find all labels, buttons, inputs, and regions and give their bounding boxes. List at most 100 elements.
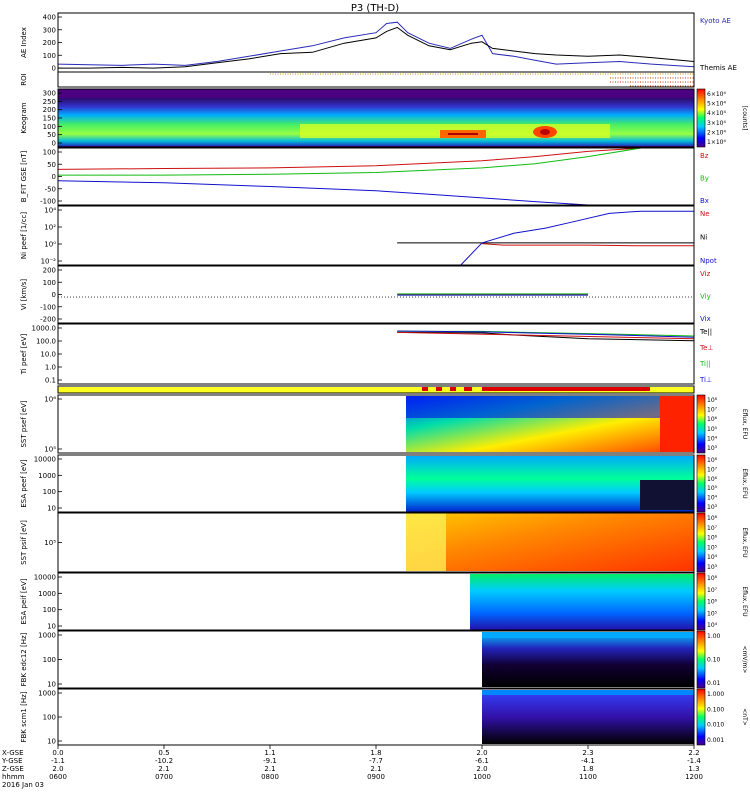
panel-frame-vi xyxy=(57,265,695,324)
ytick-label: 50 xyxy=(47,161,56,169)
colorbar-tick: 10⁴ xyxy=(707,554,718,561)
xtick-label: -1.1 xyxy=(51,757,65,765)
ytick-label: 10² xyxy=(44,224,56,232)
esa-ion-spectrogram xyxy=(470,574,694,630)
xtick-label: 2.1 xyxy=(158,765,169,773)
colorbar-tick: 10⁵ xyxy=(707,544,718,551)
xtick-label: 0600 xyxy=(49,773,67,781)
xtick-label: -9.1 xyxy=(263,757,277,765)
xtick-label: 0700 xyxy=(155,773,173,781)
colorbar-tick: 10³ xyxy=(707,564,718,571)
ylabel-bfit: B_FIT GSE [nT] xyxy=(20,150,28,202)
xtick-label: -6.1 xyxy=(475,757,489,765)
xtick-label: 2.3 xyxy=(582,749,593,757)
colorbar-tick: 10⁷ xyxy=(707,587,718,594)
ylabel-sst_i: SST psif [eV] xyxy=(20,520,28,565)
ylabel-vi: Vi [km/s] xyxy=(20,279,28,310)
colorbar-tick: 0.10 xyxy=(707,657,721,664)
colorbar-tick: 10³ xyxy=(707,445,718,452)
ytick-label: 0 xyxy=(52,291,56,299)
colorbar-tick: 5×10⁴ xyxy=(707,101,726,108)
colorbar-tick: 0.100 xyxy=(707,706,724,713)
series-line-Kyoto AE xyxy=(57,21,695,68)
ytick-label: 10⁵ xyxy=(44,446,56,454)
series-line-Ne xyxy=(481,243,694,247)
ytick-label: -50 xyxy=(45,185,56,193)
ytick-label: 1000.0 xyxy=(32,325,57,333)
axis-row-label: Y-GSE xyxy=(1,757,23,765)
xtick-label: 2.0 xyxy=(52,765,63,773)
ytick-label: 10000 xyxy=(34,456,56,464)
xtick-label: -4.1 xyxy=(581,757,595,765)
ylabel-ni: Ni peef [1/cc] xyxy=(20,212,28,259)
ylabel-fbk_b: FBK scm1 [Hz] xyxy=(20,691,28,742)
xtick-label: 2.0 xyxy=(476,749,487,757)
ytick-label: 150 xyxy=(43,115,56,123)
ytick-label: 1000 xyxy=(38,472,56,480)
ytick-label: 10000 xyxy=(34,574,56,582)
axis-row-label: X-GSE xyxy=(2,749,24,757)
xtick-label: 1200 xyxy=(685,773,703,781)
colorbar-label: Eflux, EFU xyxy=(741,586,748,616)
fbk-b-spectrogram xyxy=(482,690,694,744)
ytick-label: 200 xyxy=(43,106,56,114)
date-label: 2016 Jan 03 xyxy=(2,781,44,789)
ni-lines xyxy=(397,210,694,266)
legend-entry: Te|| xyxy=(699,328,712,336)
colorbar-tick: 10⁴ xyxy=(707,495,718,502)
ytick-label: 10 xyxy=(47,738,56,746)
legend-entry: Ni xyxy=(700,234,707,242)
ytick-label: 10⁴ xyxy=(44,207,56,215)
legend-entry: Ti⊥ xyxy=(699,376,712,384)
ylabel-ae: AE Index xyxy=(20,27,28,58)
vi-lines xyxy=(397,293,588,296)
colorbar-fbk_e xyxy=(696,630,706,689)
colorbar-tick: 10⁸ xyxy=(707,575,718,582)
xtick-label: 0.5 xyxy=(158,749,169,757)
ytick-label: 10 xyxy=(47,623,56,631)
colorbar-tick: 1×10⁴ xyxy=(707,139,726,146)
ytick-label: 0 xyxy=(52,173,56,181)
panel-frame-bar xyxy=(57,385,695,394)
colorbar-tick: 0.01 xyxy=(707,680,721,687)
series-line-Te⊥ xyxy=(397,331,695,340)
ytick-label: 100 xyxy=(43,279,56,287)
colorbar-tick: 10⁷ xyxy=(707,466,718,473)
xtick-label: 1.3 xyxy=(688,765,699,773)
colorbar-tick: 10⁶ xyxy=(707,416,718,423)
ytick-label: 200 xyxy=(43,39,56,47)
ytick-label: 0 xyxy=(52,65,56,73)
colorbar-label: <mV/m> xyxy=(741,646,748,674)
ytick-label: 300 xyxy=(43,90,56,98)
panel-frame-roi xyxy=(57,71,695,88)
ytick-label: 100 xyxy=(43,656,56,664)
colorbar-tick: 10⁷ xyxy=(707,407,718,414)
ytick-label: 10⁵ xyxy=(44,539,56,547)
colorbar-tick: 10⁷ xyxy=(707,525,718,532)
colorbar-label: <nT> xyxy=(741,708,748,726)
colorbar-tick: 10⁵ xyxy=(707,610,718,617)
axis-row-label: hhmm xyxy=(2,773,25,781)
colorbar-label: Eflux, EFU xyxy=(741,409,748,439)
colorbar-tick: 4×10⁴ xyxy=(707,110,726,117)
ytick-label: 250 xyxy=(43,98,56,106)
ytick-label: 1000 xyxy=(38,590,56,598)
panel-frame-sst_e xyxy=(57,394,695,454)
colorbar-tick: 0.001 xyxy=(707,737,724,744)
legend-entry: Ne xyxy=(700,210,710,218)
ytick-label: 10.0 xyxy=(40,351,56,359)
ylabel-esa_e: ESA peef [eV] xyxy=(20,459,28,508)
legend-entry: Ti|| xyxy=(699,360,711,368)
xtick-label: 1.8 xyxy=(582,765,593,773)
ytick-label: 0 xyxy=(52,140,56,148)
series-line-Bx xyxy=(57,180,589,206)
ytick-label: 100 xyxy=(43,606,56,614)
ytick-label: -200 xyxy=(40,316,56,324)
colorbar-tick: 1.000 xyxy=(707,691,724,698)
ytick-label: 200 xyxy=(43,267,56,275)
ytick-label: 10⁶ xyxy=(44,396,56,404)
ylabel-roi: ROI xyxy=(20,73,28,85)
ytick-label: 100 xyxy=(43,714,56,722)
colorbar-tick: 2×10⁴ xyxy=(707,129,726,136)
